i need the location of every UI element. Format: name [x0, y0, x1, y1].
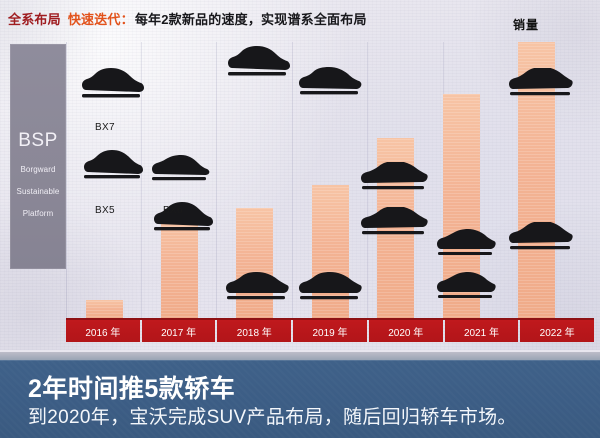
model-label-bx7: BX7: [95, 122, 115, 133]
model-label-bx6: BX6: [163, 205, 183, 216]
vehicle-sedan-2020-upper: [360, 162, 428, 192]
vehicle-suv-2017-top: [152, 202, 214, 235]
vehicle-suv-2022-top: [508, 68, 574, 98]
column-divider-1: [141, 42, 142, 320]
banner-subtitle: 到2020年，宝沃完成SUV产品布局，随后回归轿车市场。: [28, 407, 517, 428]
headline-part-3: 每年2款新品的速度，实现谱系全面布局: [134, 11, 367, 27]
vehicle-sedan-2021-upper: [436, 229, 496, 257]
column-divider-3: [292, 42, 293, 320]
vehicle-sedan-2020-lower: [360, 207, 428, 237]
axis-cell-2018[interactable]: 2018 年: [217, 320, 292, 342]
vehicle-sedan-2018: [225, 272, 289, 302]
axis-cell-2016[interactable]: 2016 年: [66, 320, 140, 342]
vehicle-suv-2018-top: [226, 46, 290, 80]
bsp-title: BSP: [18, 130, 58, 151]
bsp-line-borgward: Borgward: [20, 165, 56, 174]
axis-cell-2021[interactable]: 2021 年: [444, 320, 519, 342]
paper-background: [0, 0, 600, 350]
model-label-bx5: BX5: [95, 205, 115, 216]
axis-cell-2019[interactable]: 2019 年: [293, 320, 367, 342]
headline: 全系布局 快速迭代： 每年2款新品的速度，实现谱系全面布局: [8, 8, 367, 28]
axis-cell-2020[interactable]: 2020 年: [368, 320, 443, 342]
bsp-sidebar: BSP Borgward Sustainable Platform: [10, 44, 66, 269]
vehicle-suv-2016-bx7: [80, 68, 144, 102]
headline-part-1: 全系布局: [8, 11, 61, 27]
axis-top-rule: [66, 318, 594, 320]
axis-cell-2017[interactable]: 2017 年: [141, 320, 216, 342]
bsp-line-platform: Platform: [22, 209, 54, 218]
column-divider-2: [216, 42, 217, 320]
year-axis: 2016 年 2017 年 2018 年 2019 年 2020 年 2021 …: [66, 320, 595, 342]
bar-2017: [161, 215, 198, 320]
vehicle-sedan-2021-lower: [436, 272, 496, 300]
vehicle-suv-2019-top: [298, 67, 362, 99]
vehicle-suv-2017-bx6: [150, 154, 210, 184]
bsp-line-sustainable: Sustainable: [16, 187, 60, 196]
banner-top-strip: [0, 352, 600, 360]
chart-plot-area: BX7 BX5 BX6: [66, 42, 594, 320]
vehicle-sedan-2022-lower: [508, 222, 574, 253]
plot-left-edge: [66, 42, 67, 320]
bar-2018: [236, 208, 273, 320]
bar-2016: [86, 300, 123, 320]
bottom-banner: 2年时间推5款轿车 到2020年，宝沃完成SUV产品布局，随后回归轿车市场。: [0, 360, 600, 438]
headline-part-2: 快速迭代：: [67, 11, 134, 27]
banner-title: 2年时间推5款轿车: [28, 375, 236, 403]
legend-sales-label: 销量: [513, 18, 540, 32]
vehicle-sedan-2019: [298, 272, 362, 302]
vehicle-suv-2017-bx5: [82, 150, 144, 183]
axis-cell-2022[interactable]: 2022 年: [520, 320, 595, 342]
